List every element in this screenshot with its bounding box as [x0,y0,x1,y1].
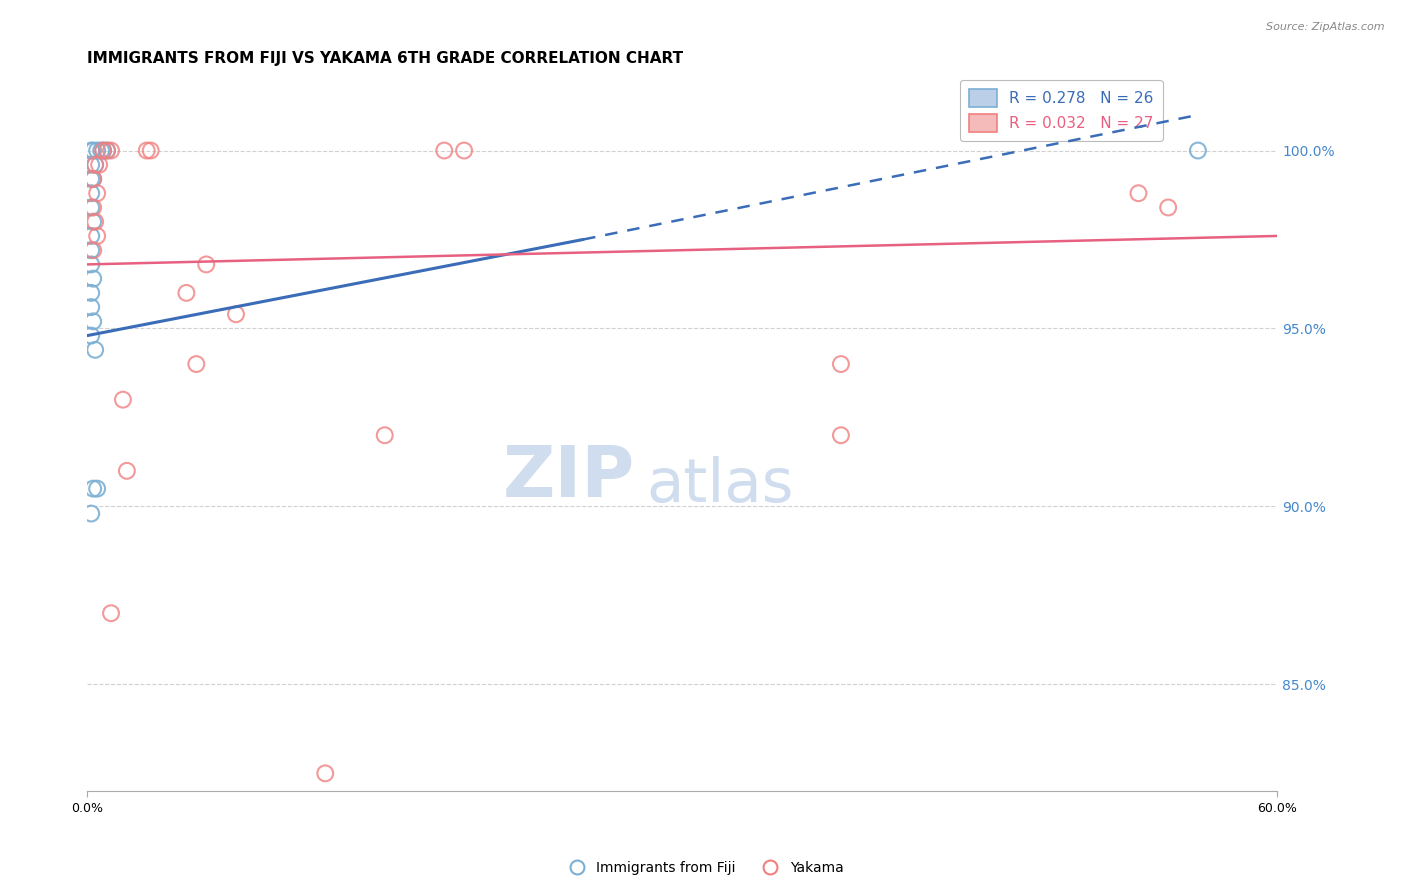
Point [82,172,104,186]
Point [86,482,108,496]
Point [225,307,247,321]
Point [176,285,198,300]
Point [82,144,104,158]
Point [80,285,103,300]
Legend: Immigrants from Fiji, Yakama: Immigrants from Fiji, Yakama [557,855,849,880]
Point [86,229,108,244]
Point [186,357,208,371]
Point [82,314,104,328]
Point [80,172,103,186]
Point [111,392,134,407]
Point [84,158,107,172]
Point [80,243,103,257]
Point [82,201,104,215]
Point [84,343,107,357]
Point [80,328,103,343]
Point [453,144,475,158]
Point [91,144,114,158]
Point [80,186,103,201]
Point [139,144,162,158]
Text: Source: ZipAtlas.com: Source: ZipAtlas.com [1267,22,1385,32]
Point [100,606,122,620]
Point [86,144,108,158]
Point [86,186,108,201]
Point [1157,201,1180,215]
Point [80,144,103,158]
Point [82,482,104,496]
Point [100,144,122,158]
Point [82,215,104,229]
Point [195,257,218,271]
Point [82,172,104,186]
Point [91,144,114,158]
Point [82,271,104,285]
Point [314,766,336,780]
Point [80,257,103,271]
Point [90,144,112,158]
Point [135,144,157,158]
Point [84,215,107,229]
Point [374,428,396,442]
Legend: R = 0.278   N = 26, R = 0.032   N = 27: R = 0.278 N = 26, R = 0.032 N = 27 [960,80,1163,141]
Point [80,158,103,172]
Text: atlas: atlas [647,456,794,515]
Point [433,144,456,158]
Point [115,464,138,478]
Point [96,144,118,158]
Text: ZIP: ZIP [502,443,634,512]
Text: IMMIGRANTS FROM FIJI VS YAKAMA 6TH GRADE CORRELATION CHART: IMMIGRANTS FROM FIJI VS YAKAMA 6TH GRADE… [87,51,683,66]
Point [89,158,111,172]
Point [80,300,103,314]
Point [96,144,118,158]
Point [830,428,852,442]
Point [80,201,103,215]
Point [1187,144,1209,158]
Point [80,507,103,521]
Point [80,229,103,244]
Point [82,243,104,257]
Point [1128,186,1150,201]
Point [830,357,852,371]
Point [84,158,107,172]
